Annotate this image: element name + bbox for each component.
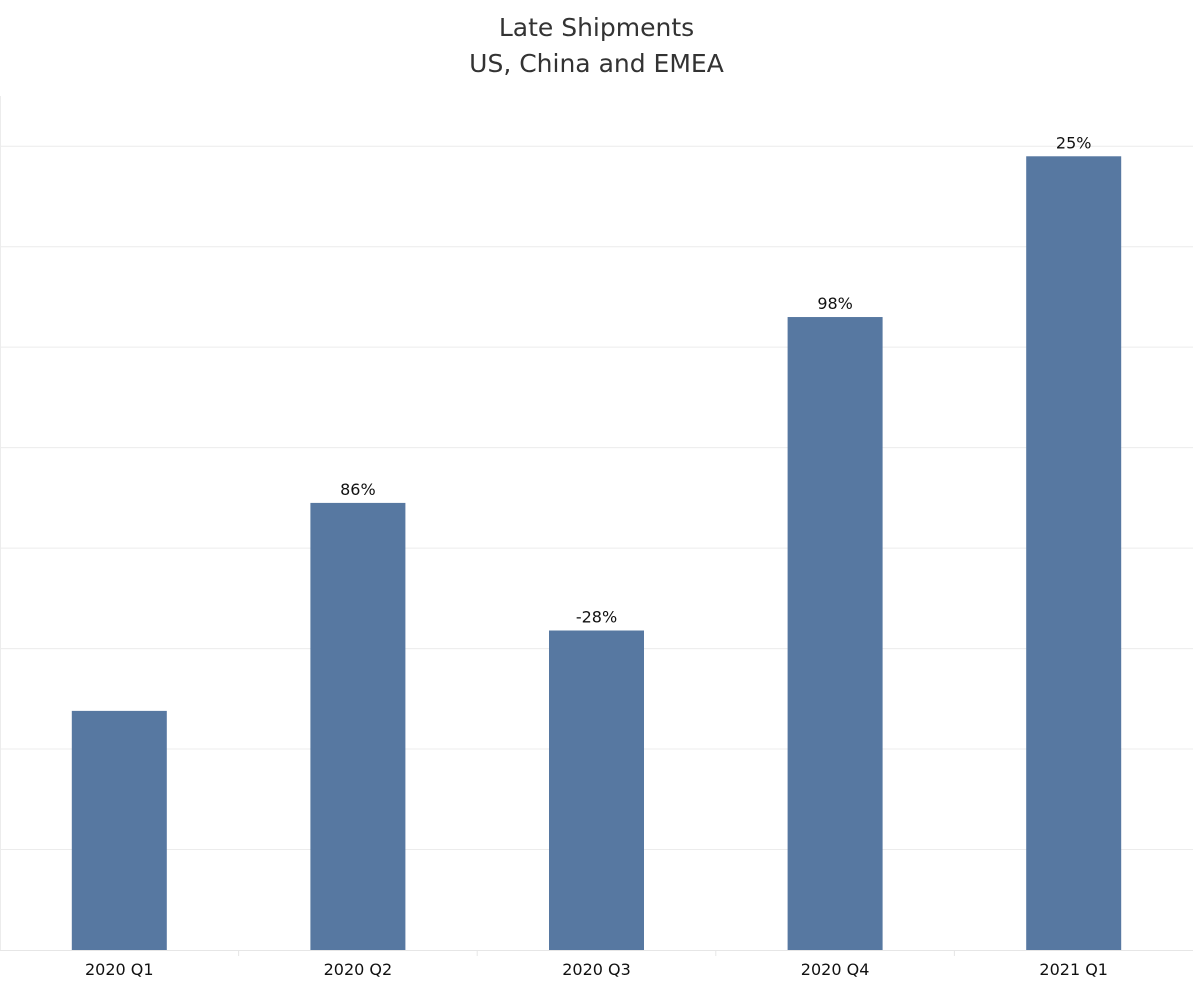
chart-title-block: Late Shipments US, China and EMEA [0,10,1193,82]
x-tick-label: 2020 Q4 [801,960,870,979]
bars [71,156,1122,951]
bar [787,317,883,951]
bar [310,502,406,950]
bar [1026,156,1122,950]
data-labels: 86% -28% 98% 25% [340,133,1091,626]
data-label: 86% [340,480,376,499]
chart-subtitle: US, China and EMEA [469,49,724,78]
bar [549,630,644,950]
x-tick-label: 2020 Q3 [562,960,631,979]
x-tick-label: 2020 Q1 [85,960,154,979]
x-axis: 2020 Q1 2020 Q2 2020 Q3 2020 Q4 2021 Q1 [85,950,1108,979]
chart-title: Late Shipments [498,13,695,42]
x-tick-label: 2021 Q1 [1039,960,1108,979]
data-label: 98% [817,294,853,313]
x-tick-label: 2020 Q2 [324,960,393,979]
data-label: 25% [1056,133,1092,152]
bar [71,710,167,950]
data-label: -28% [576,608,617,627]
